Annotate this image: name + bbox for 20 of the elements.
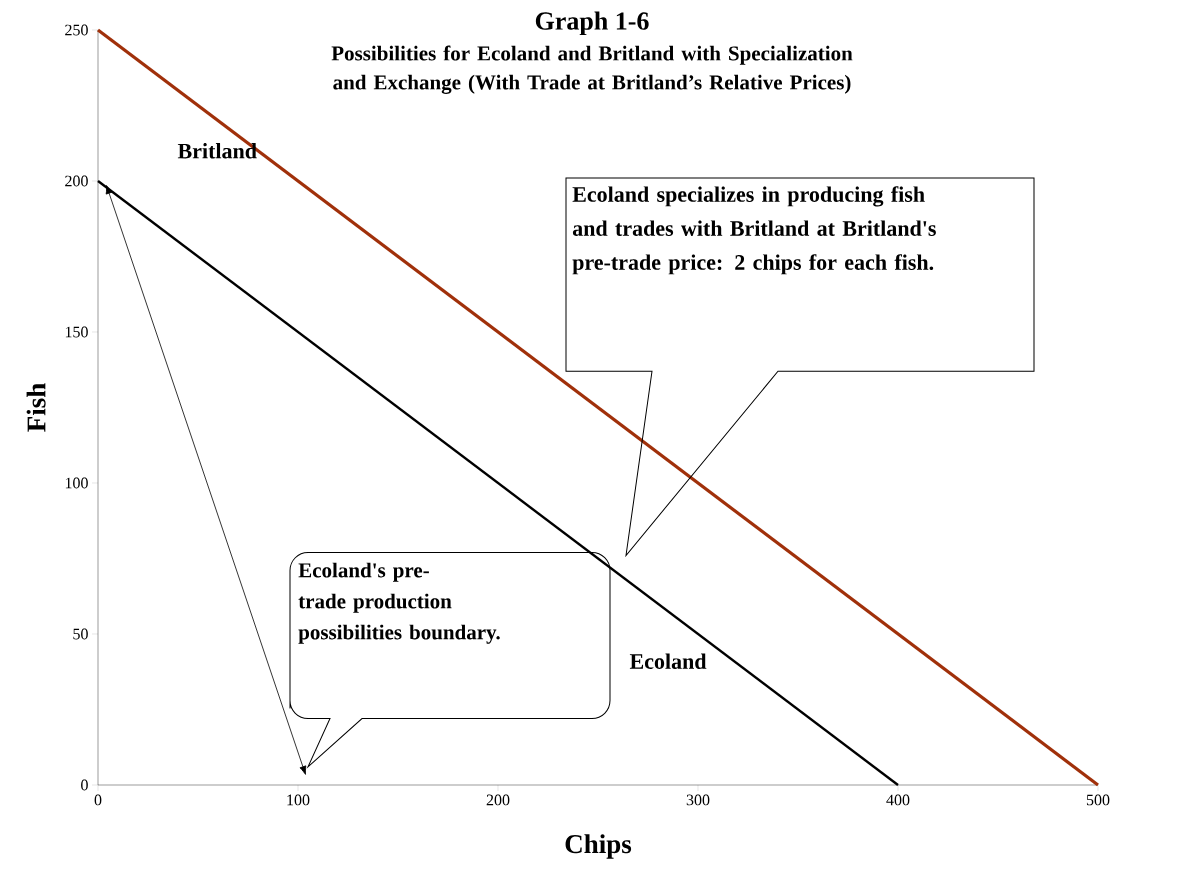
x-tick-label: 100: [287, 794, 310, 806]
annotation: Ecoland's pre-trade production possibilities boundary.: [298, 562, 500, 644]
y-axis-title: Fish: [26, 383, 46, 432]
y-tick-label: 200: [65, 175, 88, 187]
series-label: Ecoland: [629, 653, 707, 669]
x-tick-label: 500: [1086, 794, 1110, 806]
chart-title: Graph 1-6: [535, 11, 649, 36]
y-tick-label: 250: [65, 24, 88, 36]
annotation: Ecoland specializes in producing fish and trades with Britland at Britland's pre-trade price: 2 chips for each fish.: [572, 186, 936, 275]
x-tick-label: 400: [886, 794, 910, 806]
series-label: Britland: [177, 143, 257, 159]
y-tick-label: 50: [73, 628, 88, 640]
x-axis-title: Chips: [565, 834, 632, 859]
y-tick-label: 100: [65, 477, 88, 489]
x-tick-label: 300: [686, 794, 710, 806]
y-tick-label: 150: [65, 326, 88, 338]
y-tick-label: 0: [81, 779, 88, 791]
x-tick-label: 0: [94, 794, 102, 806]
text: Possibilities for Ecoland and Britland with Specialization and Exchange (With Trade at Britland’s Relative Prices): [331, 45, 853, 94]
x-tick-label: 200: [486, 794, 510, 806]
